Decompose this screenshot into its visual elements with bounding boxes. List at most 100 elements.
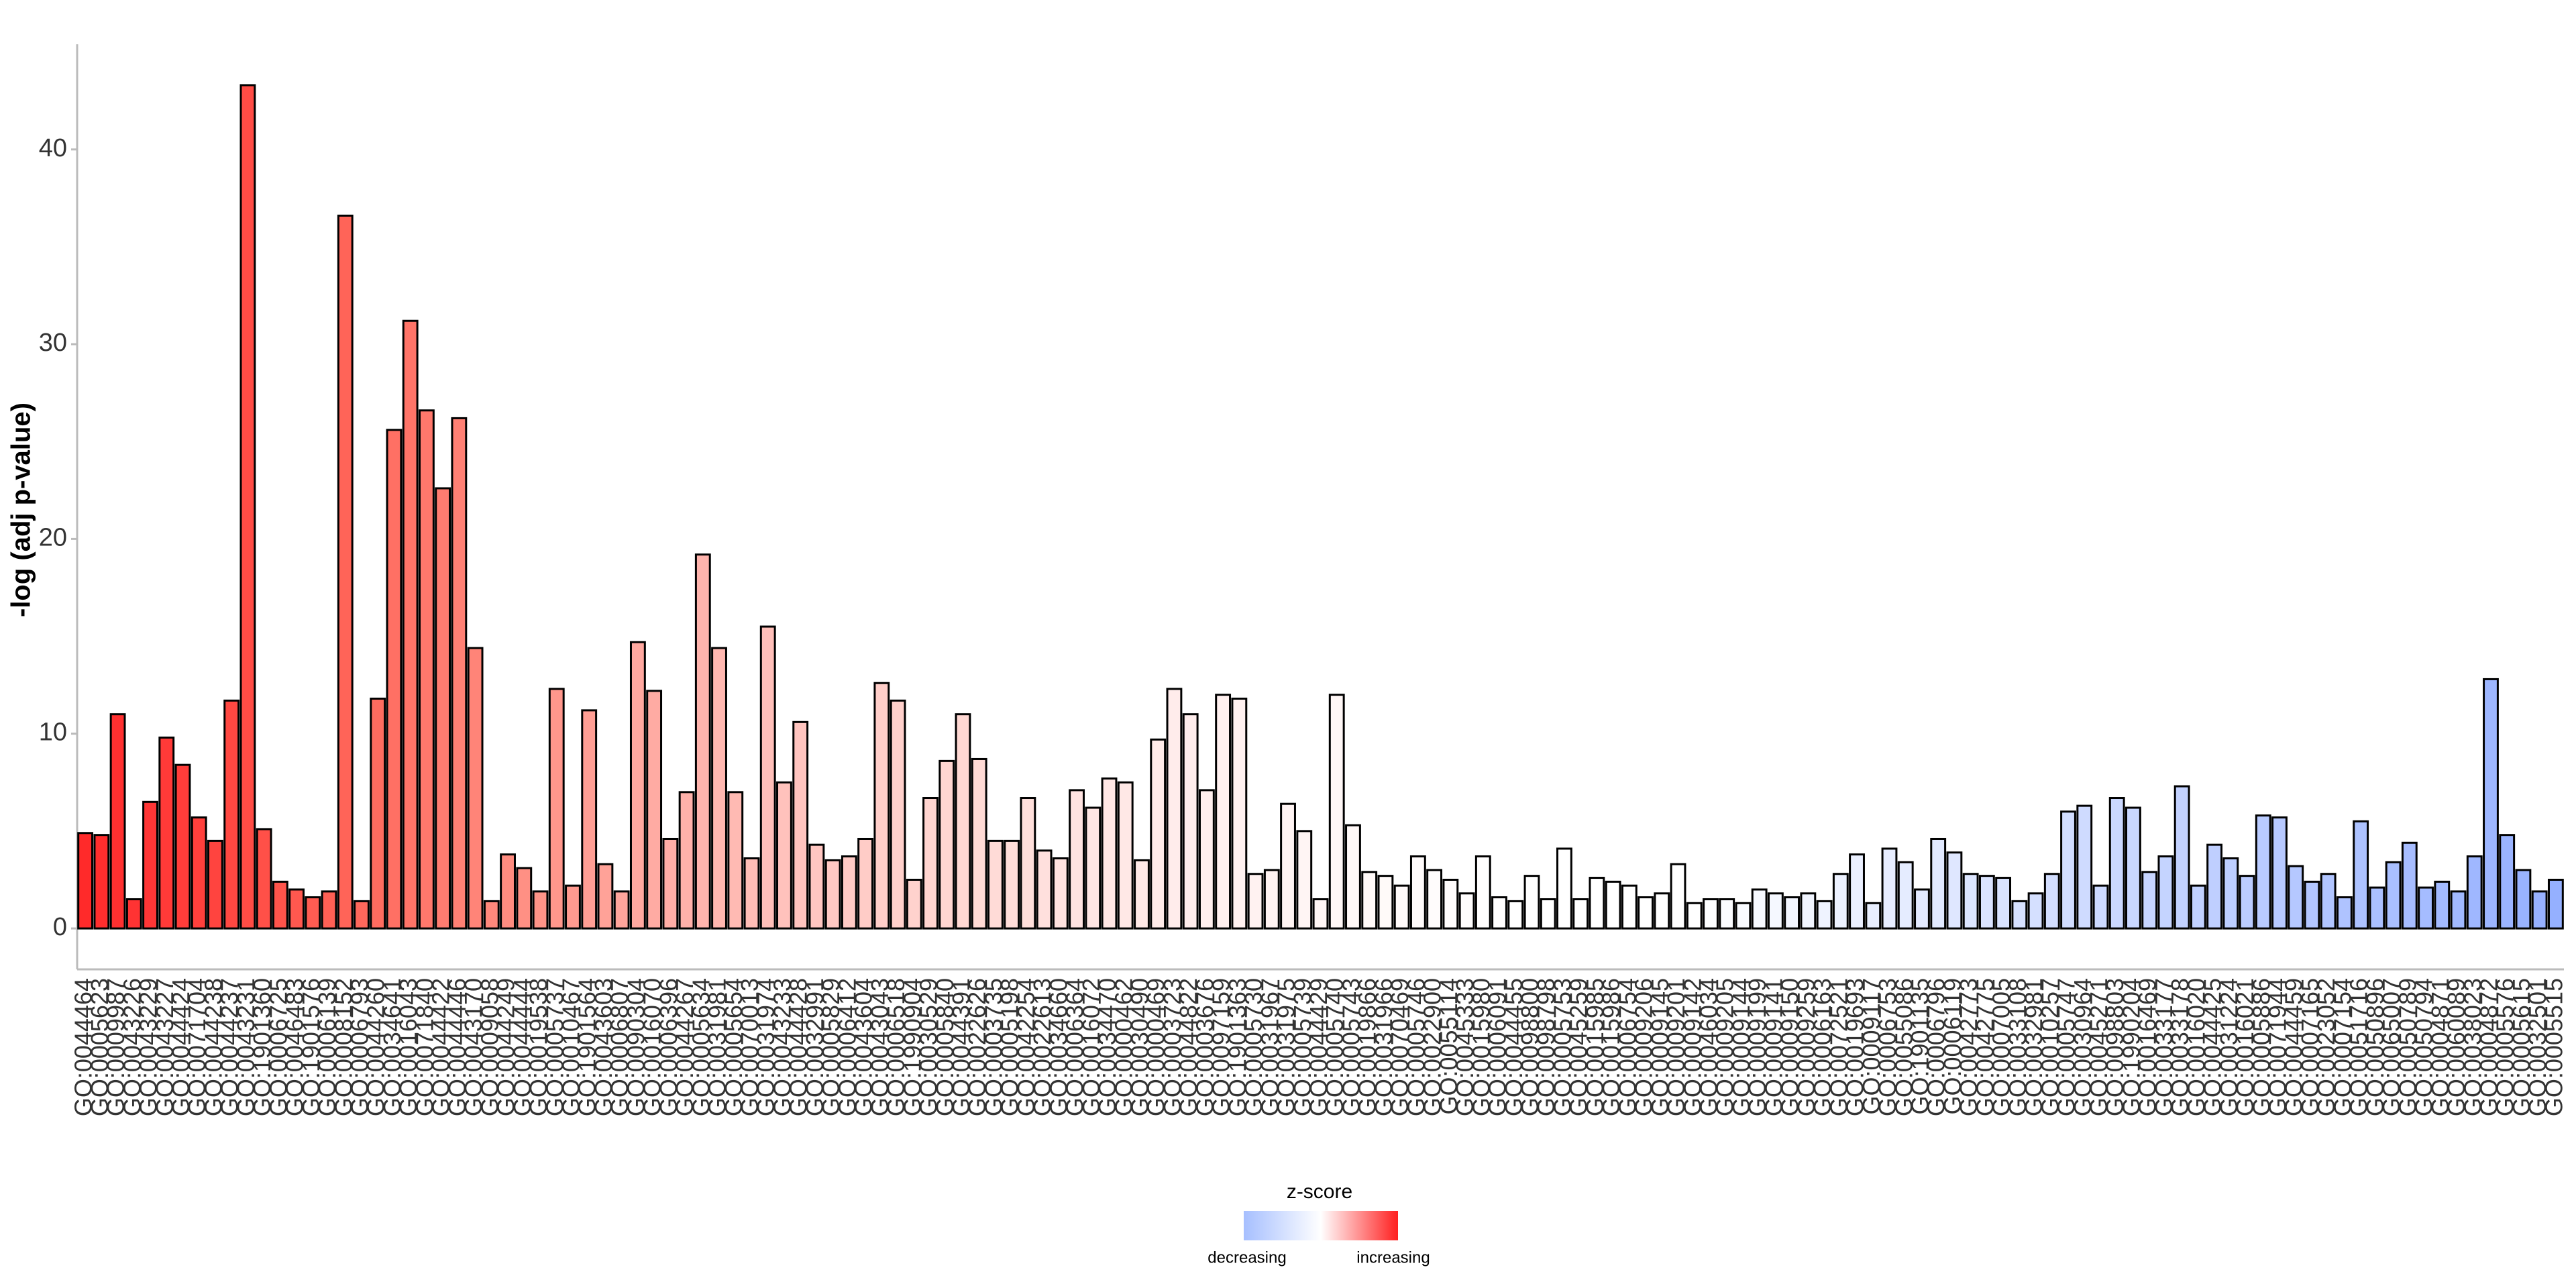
bar: [516, 867, 533, 930]
bar: [2483, 678, 2499, 930]
x-tick-label: GO:0009987: [102, 978, 129, 1116]
bar: [2011, 900, 2028, 930]
bar: [1897, 861, 1914, 930]
bar: [1004, 839, 1020, 930]
bar: [1767, 892, 1784, 930]
bar: [418, 409, 435, 930]
bar: [613, 890, 630, 930]
bar: [743, 857, 760, 930]
x-tick-label: GO:0032991: [801, 978, 828, 1116]
bar: [1036, 849, 1053, 930]
bar: [386, 429, 402, 930]
bar: [483, 900, 500, 930]
bar: [2141, 871, 2158, 930]
x-tick-label: GO:0071944: [2264, 978, 2292, 1116]
bar: [629, 641, 646, 930]
bar: [370, 697, 386, 930]
x-tick-label: GO:0045271: [2085, 978, 2112, 1116]
x-tick-label: GO:0070469: [1386, 978, 1413, 1116]
x-tick-label: GO:0005623: [86, 978, 113, 1116]
bar: [1069, 789, 1085, 930]
bar: [1686, 902, 1703, 930]
x-tick-label: GO:0042254: [1012, 978, 1040, 1116]
bar: [1426, 869, 1443, 930]
x-tick-label: GO:0044459: [2280, 978, 2308, 1116]
bar: [1409, 855, 1426, 930]
bar: [2060, 810, 2076, 930]
x-tick-label: GO:0044237: [216, 978, 244, 1116]
x-tick-label: GO:0043229: [135, 978, 162, 1116]
bar: [402, 319, 419, 930]
bar: [1377, 875, 1394, 930]
x-tick-label: GO:0044249: [492, 978, 520, 1116]
x-tick-label: GO:0003676: [1191, 978, 1218, 1116]
bar: [776, 781, 792, 930]
x-tick-label: GO:0005198: [996, 978, 1024, 1116]
bar: [2369, 886, 2385, 930]
bar: [1572, 898, 1589, 930]
x-tick-label: GO:0005737: [541, 978, 568, 1116]
x-tick-label: GO:0007154: [2328, 978, 2356, 1116]
x-tick-label: GO:0044446: [443, 978, 471, 1116]
bar: [727, 791, 744, 930]
x-tick-label: GO:0005576: [2491, 978, 2519, 1116]
x-tick-label: GO:0005654: [720, 978, 747, 1116]
x-tick-label: GO:0043233: [768, 978, 796, 1116]
bar: [1215, 694, 1232, 930]
bar: [239, 84, 256, 930]
y-tick-label: 20: [39, 523, 67, 551]
bar: [1247, 873, 1264, 930]
x-tick-label: GO:0009145: [1646, 978, 1674, 1116]
x-tick-label: GO:0006163: [1809, 978, 1836, 1116]
x-tick-label: GO:0033177: [2150, 978, 2178, 1116]
bar: [2190, 884, 2206, 930]
bar: [207, 839, 223, 930]
x-tick-label: GO:0031975: [1273, 978, 1300, 1116]
x-tick-label: GO:0005753: [1548, 978, 1576, 1116]
bar: [792, 720, 809, 930]
bar: [824, 859, 841, 930]
bar: [1832, 873, 1849, 930]
x-tick-label: GO:0055114: [1435, 978, 1462, 1114]
bar: [2466, 855, 2483, 930]
x-tick-label: GO:0044425: [2199, 978, 2226, 1116]
x-tick-label: GO:0030490: [1126, 978, 1153, 1116]
bar: [1085, 806, 1102, 930]
x-tick-label: GO:0042775: [1971, 978, 1998, 1116]
bar: [1962, 873, 1979, 930]
x-tick-label: GO:0009205: [1711, 978, 1739, 1116]
x-tick-label: GO:0032981: [2020, 978, 2047, 1116]
x-tick-label: GO:1901576: [297, 978, 325, 1116]
bar: [565, 884, 581, 930]
x-tick-label: GO:0006725: [264, 978, 292, 1116]
bar: [1312, 898, 1329, 930]
bar: [1296, 830, 1313, 930]
bar: [305, 896, 321, 930]
x-tick-label: GO:0016469: [2134, 978, 2161, 1116]
x-tick-label: GO:0043603: [590, 978, 617, 1116]
x-tick-label: GO:0045259: [1565, 978, 1593, 1116]
bar: [906, 878, 922, 930]
bar: [1280, 802, 1296, 930]
x-tick-label: GO:0005615: [2508, 978, 2535, 1116]
bar: [1101, 777, 1118, 930]
x-tick-label: GO:0055086: [1890, 978, 1917, 1116]
x-tick-label: GO:0016021: [2231, 978, 2259, 1116]
x-tick-label: GO:0016043: [394, 978, 422, 1116]
x-tick-label: GO:0060089: [2443, 978, 2470, 1116]
bar: [2531, 890, 2548, 930]
x-tick-label: GO:0044428: [785, 978, 812, 1116]
bar: [2547, 878, 2564, 930]
bar: [2092, 884, 2109, 930]
x-tick-label: GO:0007005: [1988, 978, 2015, 1116]
x-tick-label: GO:0046034: [1695, 978, 1723, 1116]
x-tick-label: GO:0009201: [1662, 978, 1690, 1116]
x-tick-label: GO:0005886: [2247, 978, 2275, 1116]
bar: [1150, 738, 1167, 930]
x-tick-label: GO:0015986: [1597, 978, 1625, 1116]
x-tick-label: GO:0015980: [1467, 978, 1495, 1116]
bar: [1540, 898, 1556, 930]
x-tick-label: GO:0006807: [606, 978, 633, 1116]
x-tick-label: GO:0019538: [525, 978, 552, 1116]
x-tick-label: GO:0030529: [915, 978, 943, 1116]
